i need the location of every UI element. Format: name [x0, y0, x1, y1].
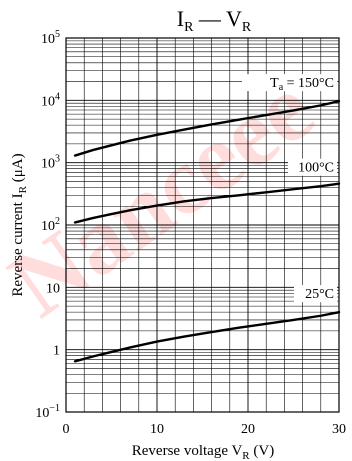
series-line-0 — [73, 99, 341, 157]
y-tick-label: 10 — [46, 281, 60, 296]
y-tick-label: 102 — [41, 216, 60, 234]
x-tick-label: 10 — [150, 422, 164, 437]
x-tick-label: 20 — [241, 422, 255, 437]
series-labels: Ta = 150°C 100°C 25°C — [242, 74, 337, 303]
plot-frame — [65, 37, 340, 413]
series-layer — [73, 99, 341, 363]
y-tick-label: 105 — [41, 29, 60, 47]
x-tick-labels: 0 10 20 30 — [63, 422, 347, 437]
y-tick-label: 10−1 — [35, 403, 60, 421]
y-tick-label: 104 — [41, 91, 60, 109]
series-label-1: 100°C — [298, 161, 334, 176]
series-label-bg-0 — [242, 74, 337, 92]
y-tick-label: 1 — [53, 344, 60, 359]
series-label-bg-1 — [288, 158, 337, 176]
x-tick-label: 30 — [332, 422, 346, 437]
series-label-2: 25°C — [305, 287, 334, 302]
x-axis-label: Reverse voltage VR (V) — [132, 443, 274, 461]
y-axis-label: Reverse current IR (μA) — [10, 153, 29, 296]
series-label-bg-2 — [294, 285, 337, 303]
x-tick-label: 0 — [63, 422, 70, 437]
series-label-0: Ta = 150°C — [270, 76, 334, 93]
y-tick-label: 103 — [41, 154, 60, 172]
chart-title: IR — VR — [177, 6, 252, 35]
grid — [66, 38, 339, 412]
y-tick-labels: 10−1 1 10 102 103 104 105 — [35, 29, 60, 421]
series-line-1 — [73, 182, 341, 224]
series-line-2 — [73, 310, 341, 363]
